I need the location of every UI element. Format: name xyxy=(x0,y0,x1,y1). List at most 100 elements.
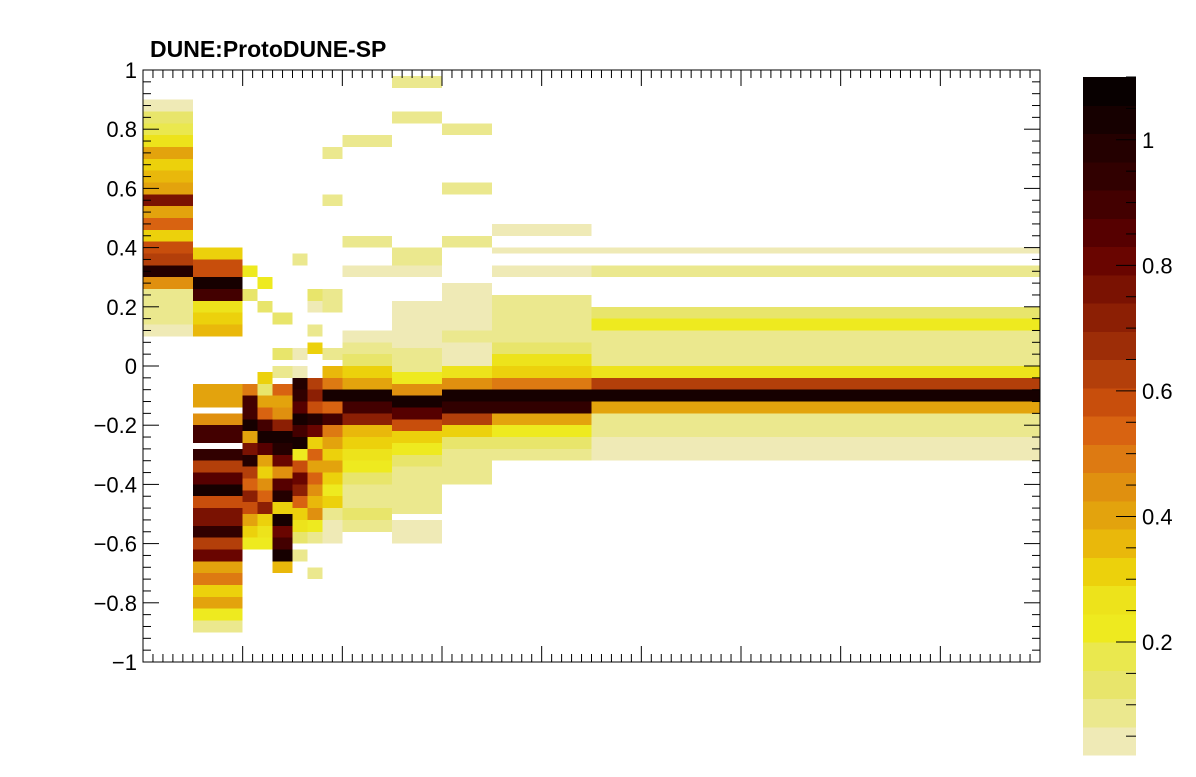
heatmap-cell xyxy=(491,425,592,438)
heatmap-cell xyxy=(322,389,343,402)
heatmap-cell xyxy=(322,448,343,461)
heatmap-cell xyxy=(143,99,193,112)
heatmap-cell xyxy=(192,259,243,278)
heatmap-cell xyxy=(143,265,193,278)
heatmap-cell xyxy=(192,484,243,497)
colorbar-tick-label: 0.4 xyxy=(1142,504,1173,529)
x-axis xyxy=(142,70,1041,662)
heatmap-cell xyxy=(392,312,442,325)
heatmap-cell xyxy=(143,324,193,337)
heatmap-cell xyxy=(192,448,243,461)
heatmap-cell xyxy=(242,289,258,301)
heatmap-cell xyxy=(392,419,442,432)
heatmap-cell xyxy=(292,508,308,520)
heatmap-cell xyxy=(242,442,258,455)
colorbar-swatch xyxy=(1083,698,1136,728)
heatmap-cell xyxy=(242,407,258,420)
heatmap-cell xyxy=(307,342,323,355)
heatmap-cell xyxy=(143,135,193,147)
heatmap-cell xyxy=(342,265,393,278)
colorbar-swatch xyxy=(1083,274,1136,304)
heatmap-cell xyxy=(272,419,293,432)
heatmap-cell xyxy=(322,413,343,426)
heatmap-cell xyxy=(192,561,243,574)
heatmap-cell xyxy=(292,389,308,402)
heatmap-cell xyxy=(257,537,273,550)
colorbar-swatch xyxy=(1083,613,1136,643)
heatmap-cell xyxy=(392,478,442,491)
heatmap-cell xyxy=(307,289,323,301)
heatmap-cell xyxy=(322,496,343,509)
colorbar-tick-label: 0.6 xyxy=(1142,379,1173,404)
heatmap-cell xyxy=(322,194,343,207)
heatmap-cell xyxy=(307,401,323,414)
heatmap-cell xyxy=(192,289,243,301)
heatmap-cell xyxy=(257,490,273,503)
heatmap-cell xyxy=(272,366,293,378)
heatmap-cell xyxy=(322,366,343,378)
heatmap-cell xyxy=(242,265,258,278)
heatmap-cell xyxy=(242,478,258,491)
heatmap-cell xyxy=(442,401,492,414)
heatmap-cell xyxy=(442,330,492,343)
heatmap-cell xyxy=(442,377,492,390)
heatmap-cell xyxy=(257,395,273,408)
heatmap-cell xyxy=(491,413,592,426)
heatmap-cell xyxy=(392,442,442,455)
heatmap-cell xyxy=(242,466,258,479)
colorbar-swatch xyxy=(1083,331,1136,360)
heatmap-cell xyxy=(307,324,323,337)
heatmap-cell xyxy=(392,300,442,313)
heatmap-cell xyxy=(392,348,442,361)
colorbar-swatch xyxy=(1083,472,1136,502)
heatmap-cell xyxy=(242,383,258,396)
heatmap-cell xyxy=(322,460,343,473)
y-tick-label: −0.4 xyxy=(94,472,137,497)
heatmap-cell xyxy=(143,218,193,230)
heatmap-cell xyxy=(491,294,592,307)
colorbar-tick-label: 1 xyxy=(1142,128,1154,153)
heatmap-cell xyxy=(392,454,442,467)
heatmap-cell xyxy=(392,466,442,479)
heatmap-cell xyxy=(242,419,258,432)
heatmap-cell xyxy=(257,419,273,432)
heatmap-cell xyxy=(272,383,293,396)
heatmap-cell xyxy=(192,413,243,426)
heatmap-cell xyxy=(307,389,323,402)
chart-title: DUNE:ProtoDUNE-SP xyxy=(150,36,387,62)
heatmap-cell xyxy=(257,442,273,455)
colorbar-swatch xyxy=(1083,105,1136,134)
heatmap-cell xyxy=(342,401,393,414)
heatmap-cell xyxy=(342,342,393,355)
heatmap-cell xyxy=(591,354,1040,366)
heatmap-cell xyxy=(272,407,293,420)
y-tick-label: 0 xyxy=(125,354,137,379)
colorbar-swatch xyxy=(1083,444,1136,473)
heatmap-cell xyxy=(272,502,293,514)
y-tick-label: −1 xyxy=(112,650,137,675)
heatmap-cell xyxy=(307,377,323,390)
colorbar-swatch xyxy=(1083,529,1136,558)
heatmap-cell xyxy=(272,454,293,467)
heatmap-cell xyxy=(292,496,308,509)
y-axis: 1 0.8 0.6 0.4 0.2 0 −0.2 −0.4 −0.6 −0.8 −1 xyxy=(94,58,1040,675)
heatmap-cell xyxy=(292,437,308,449)
heatmap-cell xyxy=(342,413,393,426)
heatmap-cell xyxy=(242,454,258,467)
colorbar-swatch xyxy=(1083,726,1136,756)
heatmap-cell xyxy=(192,472,243,485)
heatmap-cell xyxy=(591,342,1040,355)
heatmap-cell xyxy=(192,395,243,408)
heatmap-cell xyxy=(143,241,193,254)
colorbar-swatch xyxy=(1083,190,1136,219)
heatmap-cell xyxy=(342,460,393,473)
heatmap-cell xyxy=(192,383,243,396)
heatmap-cell xyxy=(292,472,308,485)
colorbar-swatch xyxy=(1083,670,1136,699)
heatmap-cell xyxy=(442,425,492,438)
colorbar-swatch xyxy=(1083,387,1136,417)
colorbar-swatch xyxy=(1083,585,1136,615)
heatmap-cell xyxy=(491,247,592,254)
heatmap-cell xyxy=(292,401,308,414)
